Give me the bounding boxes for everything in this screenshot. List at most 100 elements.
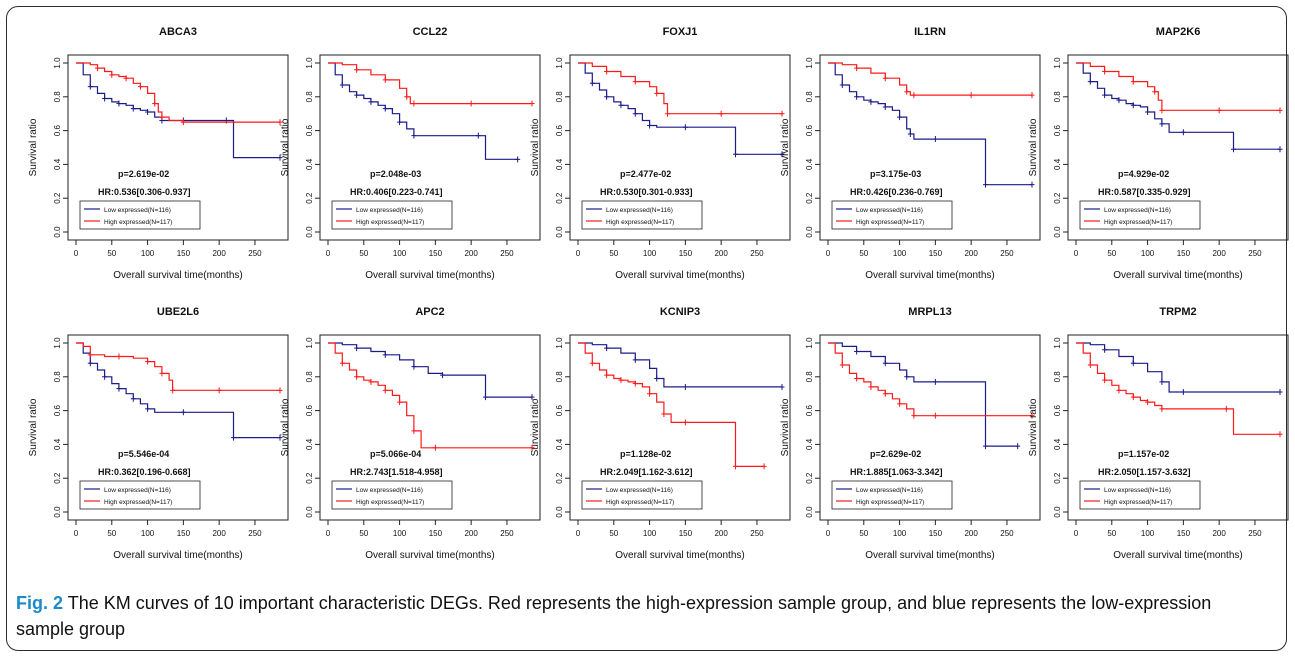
censor-mark: [911, 412, 917, 419]
p-value: p=5.066e-04: [370, 449, 421, 459]
censor-mark: [137, 83, 143, 90]
y-tick-label: 0.4: [53, 158, 62, 170]
legend: Low expressed(N=116) High expressed(N=117…: [1079, 200, 1201, 230]
x-tick-label: 200: [212, 249, 226, 258]
panel-title: FOXJ1: [663, 26, 698, 38]
censor-mark: [882, 390, 888, 397]
x-tick-label: 250: [1248, 529, 1262, 538]
y-tick-label: 0.8: [53, 91, 62, 103]
caption-label: Fig. 2: [16, 593, 64, 613]
censor-mark: [152, 100, 158, 107]
x-tick-label: 50: [1107, 529, 1116, 538]
legend: Low expressed(N=116) High expressed(N=117…: [581, 200, 703, 230]
censor-mark: [882, 75, 888, 82]
low-expression-curve: [828, 62, 1032, 186]
censor-mark: [1159, 378, 1165, 385]
censor-mark: [682, 419, 688, 426]
censor-mark: [664, 110, 670, 117]
plot-frame: [67, 334, 289, 521]
y-tick-label: 0.0: [1053, 506, 1062, 518]
censor-mark: [618, 102, 624, 109]
low-expression-curve: [328, 342, 532, 398]
y-tick-label: 0.8: [555, 91, 564, 103]
y-axis-label: Survival ratio: [530, 398, 541, 456]
censor-mark: [87, 83, 93, 90]
censor-mark: [432, 444, 438, 451]
low-expression-curve: [76, 62, 280, 159]
y-tick-label: 1.0: [555, 337, 564, 349]
x-axis-label: Overall survival time(months): [1113, 550, 1242, 561]
x-tick-label: 250: [248, 249, 262, 258]
legend-high-label: High expressed(N=117): [356, 219, 424, 226]
legend-high-label: High expressed(N=117): [104, 499, 172, 506]
x-tick-label: 200: [964, 249, 978, 258]
x-tick-label: 100: [643, 249, 657, 258]
km-panel-ccl22: CCL22 0.0 0.2 0.4 0.6 0.8 1.0 0 50 100 150 200 250 Ov…: [280, 26, 541, 281]
censor-mark: [1277, 107, 1283, 114]
hazard-ratio: HR:1.885[1.063-3.342]: [850, 467, 943, 477]
censor-mark: [482, 394, 488, 401]
plot-frame: [1067, 334, 1289, 521]
panel-title: CCL22: [413, 26, 448, 38]
legend: Low expressed(N=116) High expressed(N=117…: [331, 200, 453, 230]
x-tick-label: 250: [500, 529, 514, 538]
legend-low-label: Low expressed(N=116): [1104, 487, 1171, 494]
x-tick-label: 200: [1212, 529, 1226, 538]
hazard-ratio: HR:0.406[0.223-0.741]: [350, 187, 443, 197]
censor-mark: [145, 358, 151, 365]
y-tick-label: 0.8: [1053, 91, 1062, 103]
y-tick-label: 0.0: [555, 226, 564, 238]
x-tick-label: 0: [74, 529, 79, 538]
censor-mark: [1102, 92, 1108, 99]
censor-mark: [1230, 146, 1236, 153]
censor-mark: [1102, 68, 1108, 75]
legend-box: [331, 200, 453, 230]
plot-frame: [569, 334, 791, 521]
legend-box: [1079, 200, 1201, 230]
high-expression-curve: [76, 342, 280, 391]
y-tick-label: 0.4: [1053, 158, 1062, 170]
low-expression-curve: [1076, 62, 1280, 150]
legend-box: [1079, 480, 1201, 510]
censor-mark: [897, 114, 903, 121]
legend-high-label: High expressed(N=117): [1104, 499, 1172, 506]
censor-mark: [932, 412, 938, 419]
censor-mark: [368, 378, 374, 385]
legend-low-label: Low expressed(N=116): [856, 487, 923, 494]
y-tick-label: 1.0: [53, 57, 62, 69]
censor-mark: [123, 75, 129, 82]
censor-mark: [854, 375, 860, 382]
low-expression-curve: [1076, 342, 1280, 393]
x-tick-label: 50: [609, 249, 618, 258]
y-tick-label: 0.6: [53, 124, 62, 136]
x-tick-label: 250: [1000, 529, 1014, 538]
km-panel-trpm2: TRPM2 0.0 0.2 0.4 0.6 0.8 1.0 0 50 100 150 200 250 Ov…: [1028, 306, 1289, 561]
figure-frame: [6, 6, 1287, 651]
censor-mark: [1277, 146, 1283, 153]
y-tick-label: 0.2: [1053, 472, 1062, 484]
censor-mark: [779, 151, 785, 158]
y-axis-label: Survival ratio: [28, 118, 39, 176]
legend-box: [831, 200, 953, 230]
censor-mark: [632, 78, 638, 85]
high-expression-curve: [578, 62, 782, 115]
y-tick-label: 0.6: [555, 124, 564, 136]
y-axis-label: Survival ratio: [1028, 398, 1039, 456]
p-value: p=1.157e-02: [1118, 449, 1169, 459]
legend: Low expressed(N=116) High expressed(N=117…: [79, 200, 201, 230]
censor-mark: [1102, 377, 1108, 384]
legend-low-label: Low expressed(N=116): [606, 207, 673, 214]
y-tick-label: 0.0: [1053, 226, 1062, 238]
x-tick-label: 50: [859, 249, 868, 258]
legend-box: [79, 480, 201, 510]
censor-mark: [159, 370, 165, 377]
hazard-ratio: HR:2.049[1.162-3.612]: [600, 467, 693, 477]
legend-low-label: Low expressed(N=116): [856, 207, 923, 214]
y-tick-label: 0.2: [53, 192, 62, 204]
censor-mark: [354, 66, 360, 73]
censor-mark: [354, 345, 360, 352]
y-tick-label: 0.4: [305, 438, 314, 450]
censor-mark: [882, 360, 888, 367]
censor-mark: [911, 92, 917, 99]
y-tick-label: 0.4: [53, 438, 62, 450]
